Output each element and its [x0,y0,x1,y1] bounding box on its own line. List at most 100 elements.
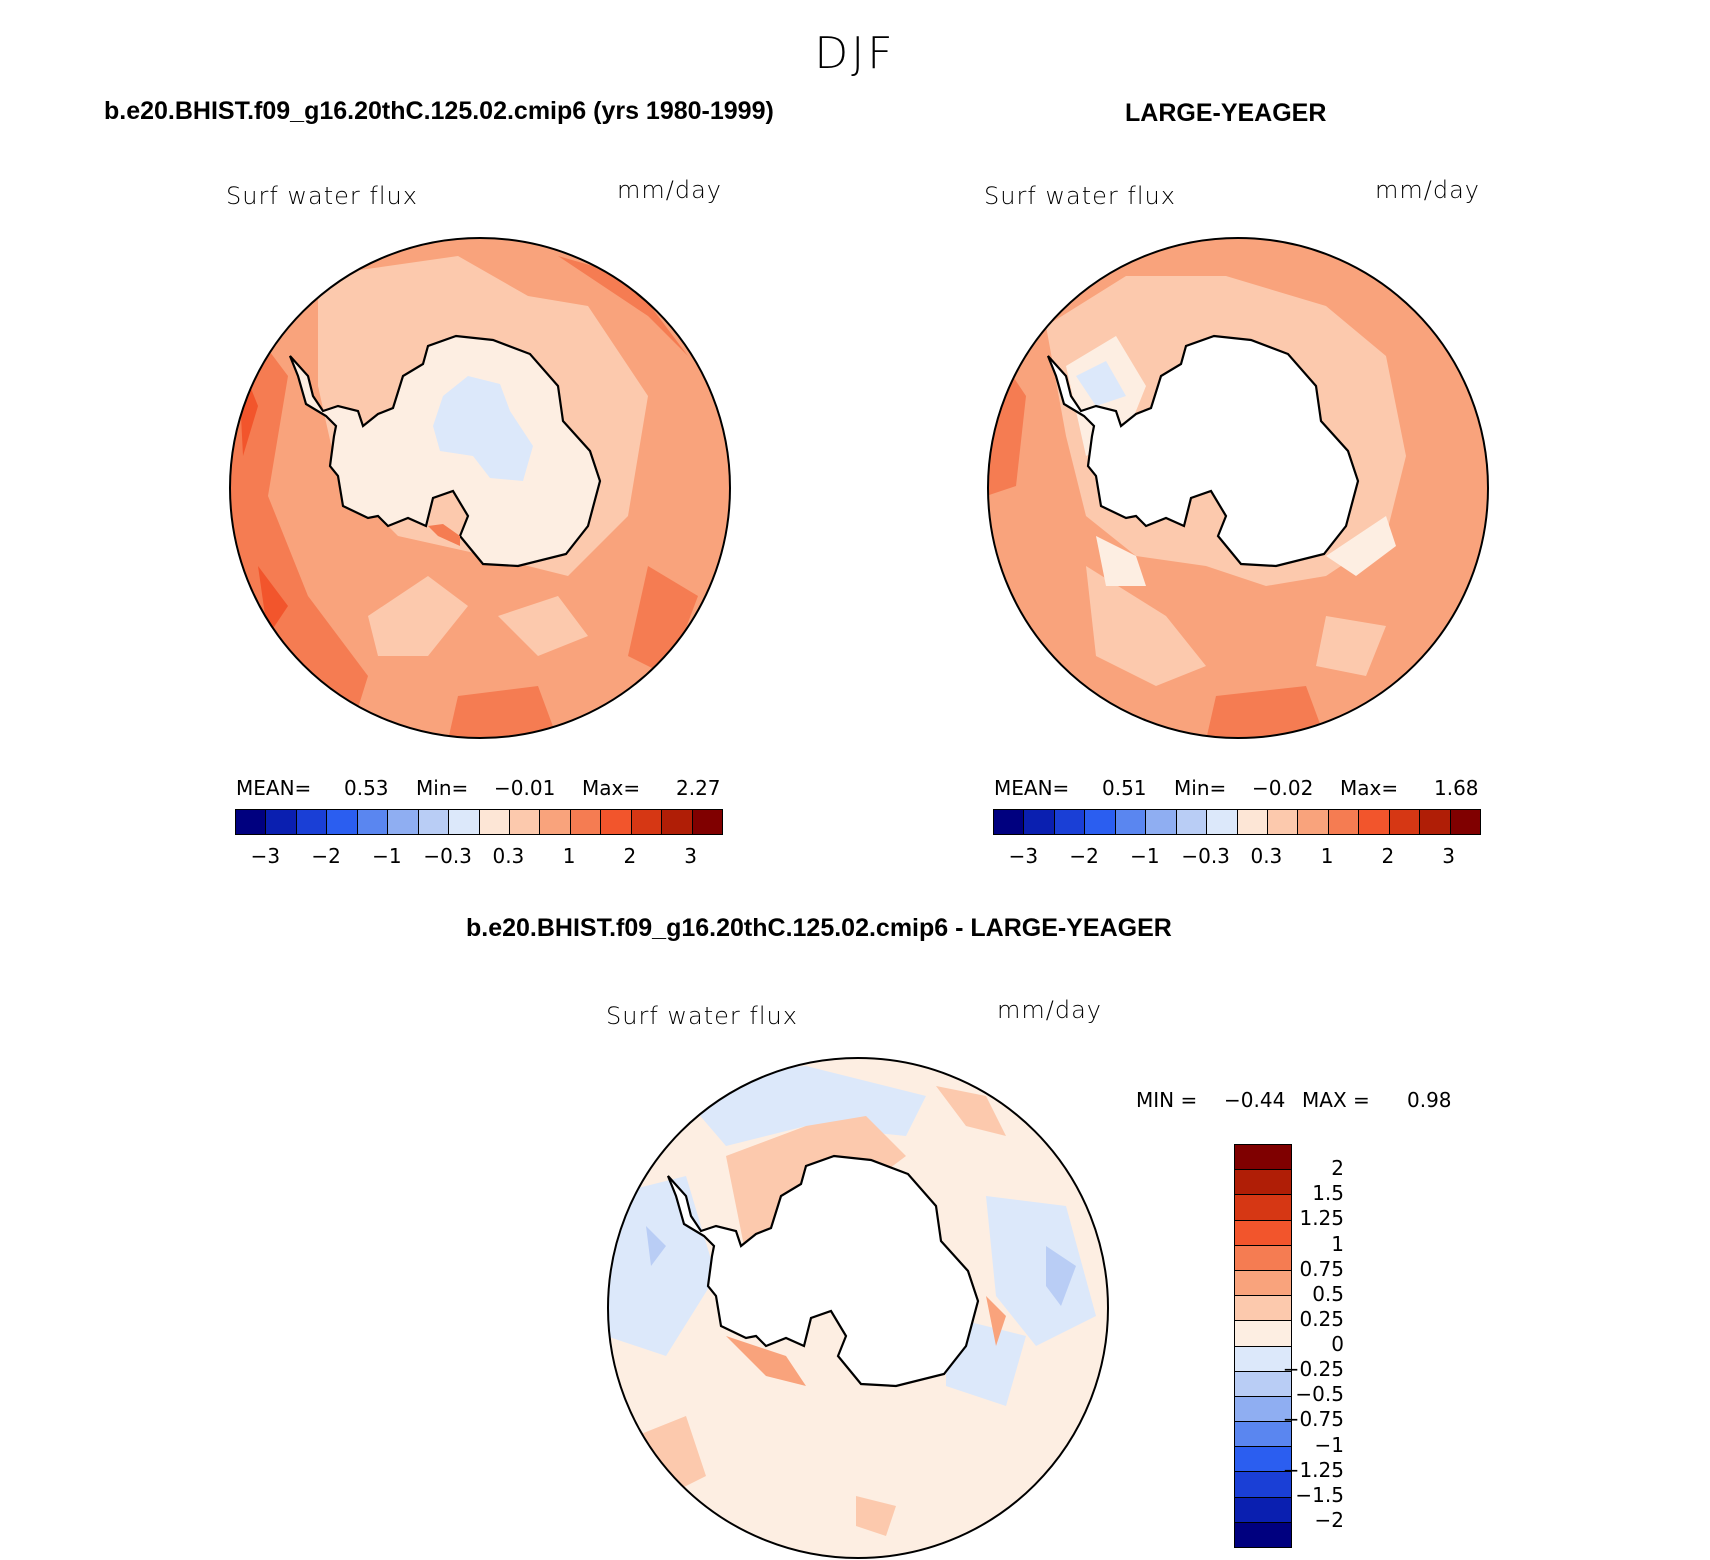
colorbar-tick-label: 2 [623,844,637,868]
colorbar-tick-label: −1 [372,844,402,868]
colorbar-swatch [631,810,663,834]
panel-1-min-value: −0.01 [494,776,556,800]
panel-2-max-value: 1.68 [1434,776,1479,800]
colorbar-swatch [1115,810,1147,834]
colorbar-swatch [1359,810,1390,834]
panel-2-min-value: −0.02 [1252,776,1314,800]
colorbar-tick-label: 3 [684,844,697,868]
panel-1-colorbar-ticks: −3 −2 −1 −0.3 0.3 1 2 3 [235,844,721,870]
colorbar-tick-label: 0.3 [492,844,525,868]
panel-3-min-label: MIN = [1136,1088,1198,1112]
colorbar-tick-label: 1.25 [1299,1206,1344,1231]
colorbar-swatch [1235,1522,1291,1547]
panel-3-stats: MIN = −0.44 MAX = 0.98 [1136,1088,1466,1114]
colorbar-tick-label: 3 [1442,844,1455,868]
colorbar-swatch [692,810,722,834]
colorbar-swatch [509,810,541,834]
panel-3-colorbar-ticks: 2 1.5 1.25 1 0.75 0.5 0.25 0 −0.25 −0.5 −0.75 −1 −1.… [1278,1144,1368,1546]
page-title: DJF [814,28,896,79]
colorbar-tick-label: 0.3 [1250,844,1283,868]
colorbar-tick-label: −1 [1130,844,1160,868]
colorbar-swatch [327,810,358,834]
colorbar-tick-label: 1 [1331,1231,1344,1256]
colorbar-swatch [1176,810,1208,834]
panel-3-max-label: MAX = [1302,1088,1370,1112]
panel-2-units-label: mm/day [1375,176,1480,204]
panel-2-min-label: Min= [1174,776,1227,800]
colorbar-tick-label: −0.3 [1181,844,1230,868]
colorbar-swatch [662,810,693,834]
panel-2-variable-label: Surf water flux [984,182,1176,210]
colorbar-swatch [1085,810,1116,834]
colorbar-tick-label: 1.5 [1312,1181,1344,1206]
colorbar-swatch [1235,1346,1291,1372]
colorbar-tick-label: 0.25 [1299,1306,1344,1331]
colorbar-tick-label: 1 [1320,844,1334,868]
colorbar-swatch [388,810,419,834]
colorbar-swatch [1235,1170,1291,1196]
colorbar-swatch [449,810,480,834]
panel-1-max-label: Max= [582,776,641,800]
colorbar-tick-label: −2 [311,844,341,868]
colorbar-tick-label: −0.3 [423,844,472,868]
panel-1-units-label: mm/day [617,176,722,204]
panel-2-max-label: Max= [1340,776,1399,800]
colorbar-swatch [1235,1396,1291,1423]
colorbar-swatch [1146,810,1177,834]
colorbar-swatch [601,810,632,834]
colorbar-swatch [1235,1497,1291,1523]
colorbar-swatch [1235,1296,1291,1322]
panel-2-stats: MEAN= 0.51 Min= −0.02 Max= 1.68 [994,776,1494,802]
colorbar-swatch [570,810,602,834]
panel-2-case-title: LARGE-YEAGER [1125,99,1327,127]
panel-2-colorbar-ticks: −3 −2 −1 −0.3 0.3 1 2 3 [993,844,1479,870]
panel-1-max-value: 2.27 [676,776,721,800]
colorbar-swatch [1328,810,1360,834]
panel-1-min-label: Min= [416,776,469,800]
panel-1-polar-map [229,237,731,739]
panel-1-case-title: b.e20.BHIST.f09_g16.20thC.125.02.cmip6 (… [104,97,774,125]
colorbar-swatch [540,810,571,834]
panel-1-stats: MEAN= 0.53 Min= −0.01 Max= 2.27 [236,776,736,802]
colorbar-swatch [1235,1447,1291,1473]
colorbar-tick-label: −2 [1069,844,1099,868]
colorbar-swatch [1235,1371,1291,1397]
colorbar-swatch [266,810,297,834]
colorbar-swatch [236,810,267,834]
colorbar-swatch [479,810,510,834]
colorbar-tick-label: 2 [1331,1156,1344,1181]
colorbar-tick-label: 0.5 [1312,1281,1344,1306]
colorbar-tick-label: 0 [1331,1332,1344,1356]
colorbar-swatch [1298,810,1329,834]
colorbar-swatch [1235,1270,1291,1297]
colorbar-tick-label: −0.75 [1282,1407,1344,1432]
panel-3-polar-map [607,1057,1109,1559]
colorbar-swatch [1235,1422,1291,1448]
panel-1-colorbar [235,809,723,835]
colorbar-tick-label: 0.75 [1299,1256,1344,1281]
colorbar-swatch [1420,810,1451,834]
panel-2-mean-value: 0.51 [1102,776,1147,800]
colorbar-swatch [1054,810,1086,834]
panel-3-variable-label: Surf water flux [606,1002,798,1030]
colorbar-swatch [1235,1472,1291,1498]
colorbar-tick-label: −0.5 [1295,1382,1344,1407]
colorbar-tick-label: 2 [1381,844,1395,868]
colorbar-swatch [1235,1220,1291,1246]
colorbar-tick-label: −0.25 [1282,1357,1344,1382]
colorbar-swatch [418,810,450,834]
panel-1-mean-label: MEAN= [236,776,312,800]
panel-1-variable-label: Surf water flux [226,182,418,210]
panel-2-polar-map [987,237,1489,739]
colorbar-tick-label: −3 [250,844,281,868]
colorbar-tick-label: −1.25 [1282,1457,1344,1482]
colorbar-swatch [296,810,328,834]
colorbar-swatch [1235,1321,1291,1347]
colorbar-swatch [1450,810,1480,834]
colorbar-tick-label: −1.5 [1295,1482,1344,1507]
colorbar-tick-label: −3 [1008,844,1039,868]
panel-3-case-title: b.e20.BHIST.f09_g16.20thC.125.02.cmip6 -… [466,914,1172,942]
panel-3-colorbar [1234,1144,1292,1548]
panel-2-colorbar [993,809,1481,835]
colorbar-swatch [1267,810,1299,834]
